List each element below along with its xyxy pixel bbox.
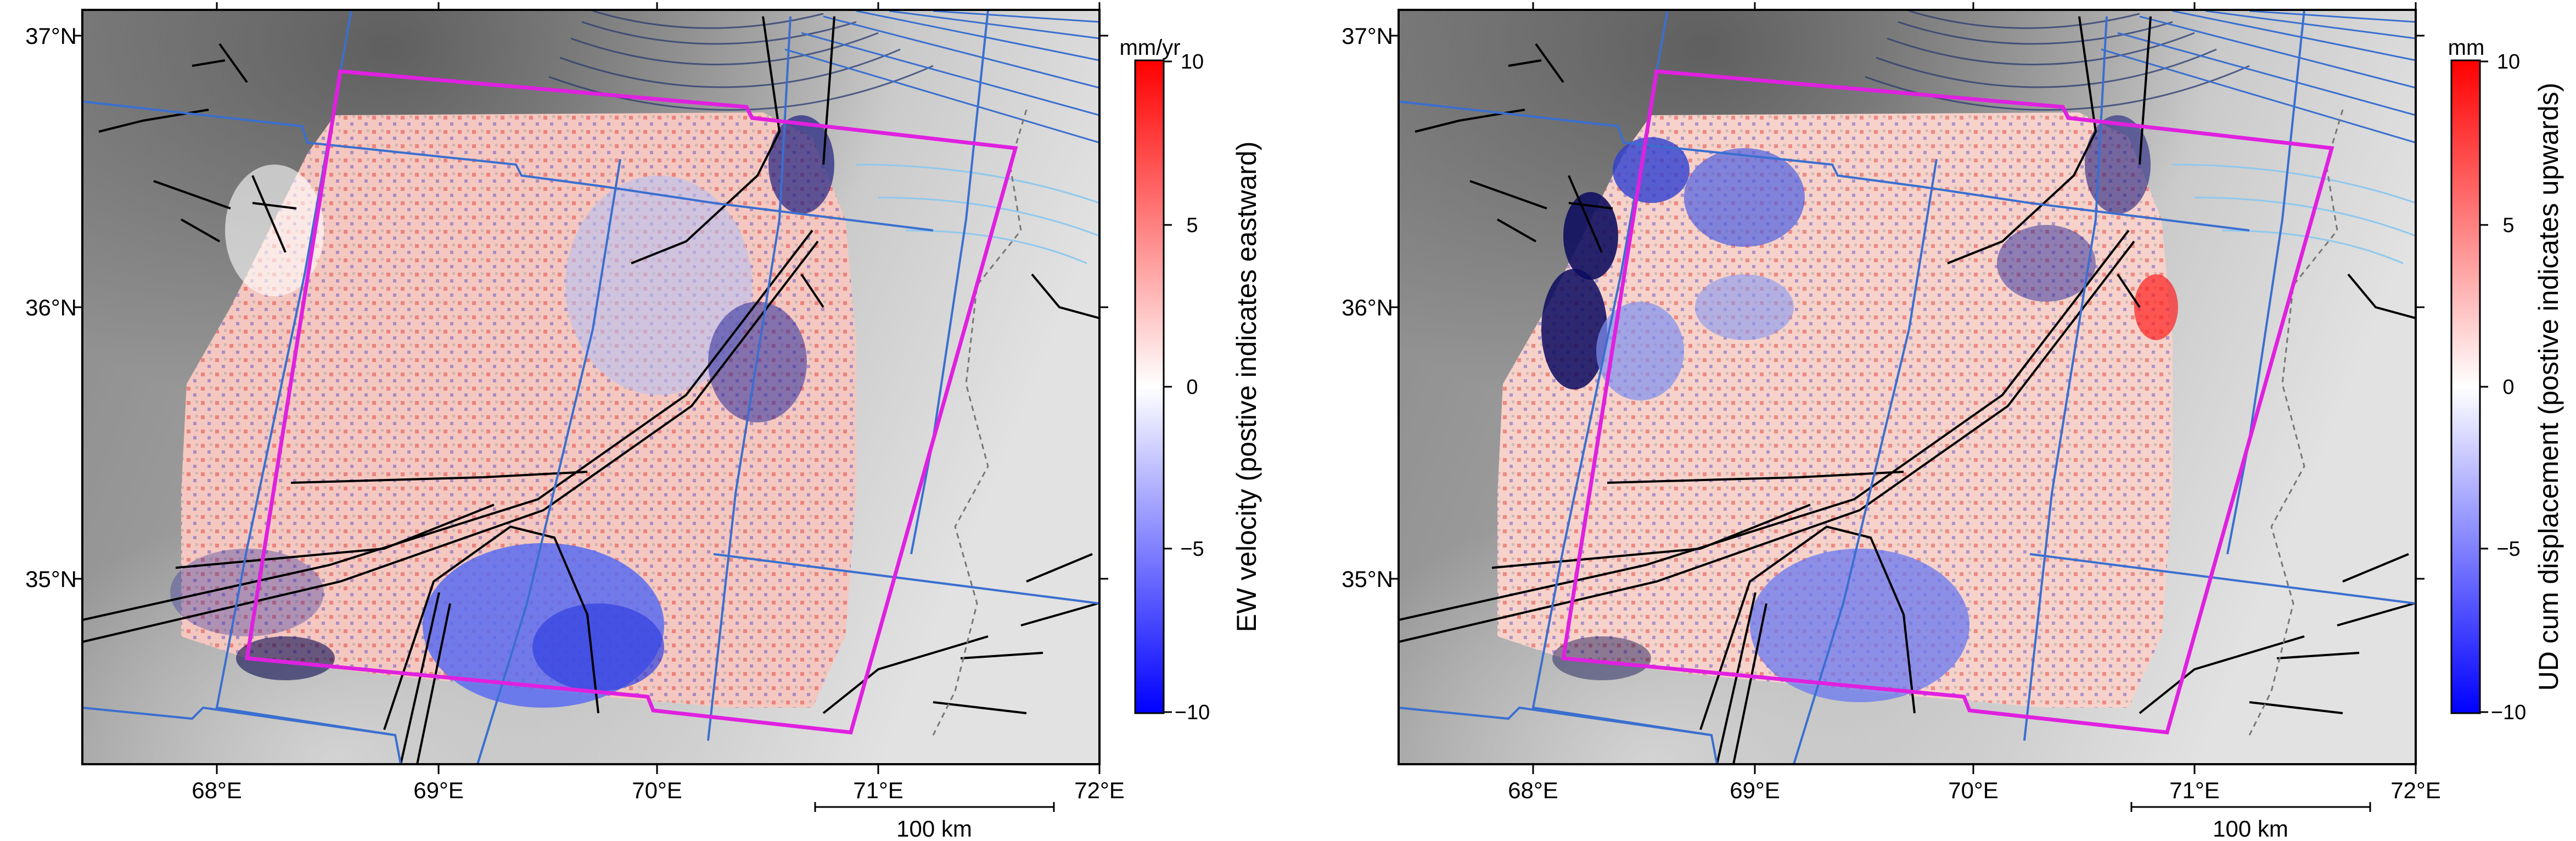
- svg-text:0: 0: [2502, 376, 2514, 399]
- colorbar-unit: mm/yr: [1119, 36, 1180, 60]
- frame-ticks: [74, 2, 1108, 774]
- lat-label-36: 36°N: [25, 295, 77, 320]
- lon-label-70: 70°E: [632, 777, 682, 803]
- lat-label-36: 36°N: [1342, 295, 1393, 320]
- lon-label-68: 68°E: [1508, 777, 1558, 803]
- map-frame: [1398, 9, 2417, 765]
- lon-label-69: 69°E: [1730, 777, 1780, 803]
- lon-label-72: 72°E: [1074, 777, 1125, 803]
- svg-text:10: 10: [1181, 50, 1204, 74]
- lat-label-37: 37°N: [25, 23, 77, 49]
- lon-label-71: 71°E: [2169, 777, 2220, 803]
- svg-text:−5: −5: [2496, 538, 2520, 561]
- lat-label-35: 35°N: [25, 566, 77, 592]
- scale-bar: 100 km: [2130, 802, 2371, 841]
- sentinel-frame: [244, 69, 1018, 735]
- lon-label-69: 69°E: [413, 777, 464, 803]
- lon-label-71: 71°E: [853, 777, 903, 803]
- svg-text:−10: −10: [2491, 701, 2526, 724]
- lon-label-68: 68°E: [192, 777, 242, 803]
- colorbar-title: UD cum displacement (postive indicates u…: [2533, 83, 2564, 691]
- svg-text:−10: −10: [1175, 701, 1210, 724]
- frame-ticks: [1390, 2, 2425, 774]
- svg-text:−5: −5: [1180, 538, 1204, 561]
- scale-bar: 100 km: [814, 802, 1055, 841]
- colorbar-title: EW velocity (postive indicates eastward): [1231, 142, 1262, 633]
- colorbar-unit: mm: [2448, 36, 2485, 60]
- svg-text:100 km: 100 km: [2213, 816, 2288, 841]
- lat-label-35: 35°N: [1342, 566, 1393, 592]
- svg-text:100 km: 100 km: [896, 816, 972, 841]
- track-frames: [82, 10, 1099, 764]
- colorbar-ew: mm/yr 10 5 0 −5 −10 EW velocity (postive…: [1119, 36, 1262, 724]
- lon-label-72: 72°E: [2390, 777, 2441, 803]
- track-lines-northeast: [784, 10, 1099, 144]
- svg-text:5: 5: [1186, 214, 1198, 237]
- svg-text:10: 10: [2497, 50, 2520, 74]
- border-dashed-line: [932, 109, 1028, 736]
- panel-ew-velocity: 37°N 36°N 35°N 68°E 69°E 70°E 71°E 72°E …: [25, 2, 1262, 841]
- panel-ud-displacement: 37°N 36°N 35°N 68°E 69°E 70°E 71°E 72°E …: [1342, 2, 2564, 841]
- svg-text:0: 0: [1186, 376, 1198, 399]
- lon-label-70: 70°E: [1948, 777, 1999, 803]
- map-frame: [81, 9, 1101, 765]
- colorbar-ud: mm 10 5 0 −5 −10 UD cum displacement (po…: [2448, 36, 2564, 724]
- fault-lines: [82, 16, 1099, 764]
- svg-text:5: 5: [2502, 214, 2514, 237]
- lat-label-37: 37°N: [1342, 23, 1393, 49]
